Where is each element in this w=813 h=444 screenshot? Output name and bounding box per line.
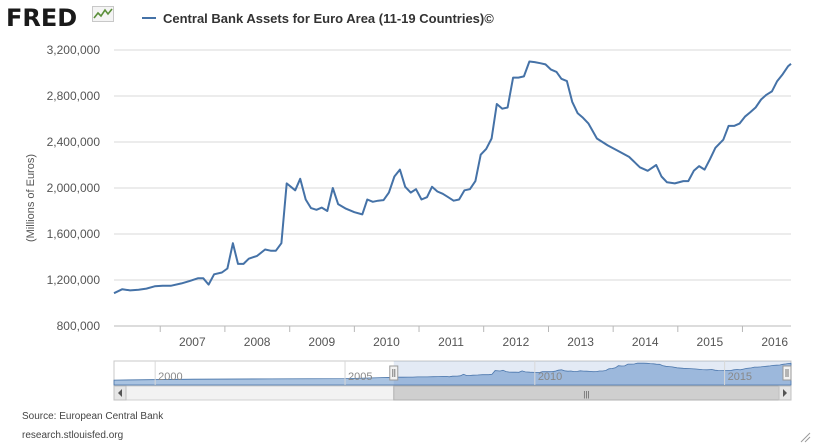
y-tick-label: 1,200,000 <box>47 273 101 287</box>
y-axis-label: (Millions of Euros) <box>25 154 37 242</box>
x-tick-label: 2012 <box>503 335 530 349</box>
y-tick-label: 2,400,000 <box>47 135 101 149</box>
y-tick-label: 2,800,000 <box>47 89 101 103</box>
x-tick-label: 2015 <box>697 335 724 349</box>
y-axis: 800,000 1,200,000 1,600,000 2,000,000 2,400,… <box>47 43 101 333</box>
fred-logo: FRED <box>6 4 78 32</box>
y-tick-label: 3,200,000 <box>47 43 101 57</box>
legend-swatch <box>142 17 156 19</box>
x-tick-label: 2011 <box>438 335 464 349</box>
x-tick-label: 2007 <box>179 335 206 349</box>
range-navigator[interactable]: 2000 2005 2010 2015 <box>113 360 792 386</box>
navigator-right-handle[interactable] <box>782 365 792 381</box>
y-tick-label: 1,600,000 <box>47 227 101 241</box>
source-link[interactable]: research.stlouisfed.org <box>22 430 124 441</box>
series-line <box>113 60 792 295</box>
handle-body[interactable] <box>782 365 792 381</box>
x-tick-label: 2008 <box>244 335 271 349</box>
y-tick-label: 2,000,000 <box>47 181 101 195</box>
navigator-scrollbar[interactable]: ||| <box>113 385 792 401</box>
series-layer <box>113 60 792 295</box>
arrow-left-icon <box>118 389 122 397</box>
y-tick-label: 800,000 <box>57 319 101 333</box>
x-tick-label: 2013 <box>567 335 594 349</box>
source-note: Source: European Central Bank <box>22 411 164 422</box>
navigator-tick-label: 2015 <box>728 371 752 383</box>
arrow-right-icon <box>783 389 787 397</box>
navigator-tick-label: 2000 <box>158 371 182 383</box>
navigator-tick-label: 2005 <box>348 371 372 383</box>
navigator-tick-label: 2010 <box>538 371 562 383</box>
x-tick-label: 2016 <box>761 335 788 349</box>
handle-body[interactable] <box>389 365 399 381</box>
x-tick-label: 2009 <box>308 335 335 349</box>
legend-series-name: Central Bank Assets for Euro Area (11-19… <box>163 10 494 26</box>
x-tick-label: 2014 <box>632 335 659 349</box>
grid-lines <box>114 49 791 327</box>
x-axis: 2007 2008 2009 2010 2011 2012 2013 2014 2015 2016 <box>114 325 791 349</box>
navigator-area <box>113 362 792 386</box>
scrollbar-grip: ||| <box>583 390 589 399</box>
resize-grip-icon <box>800 432 811 443</box>
navigator-ticks: 2000 2005 2010 2015 <box>154 361 752 385</box>
x-tick-label: 2010 <box>373 335 400 349</box>
navigator-left-handle[interactable] <box>389 365 399 381</box>
chart-legend: Central Bank Assets for Euro Area (11-19… <box>142 9 494 27</box>
fred-graph-icon <box>92 6 114 22</box>
